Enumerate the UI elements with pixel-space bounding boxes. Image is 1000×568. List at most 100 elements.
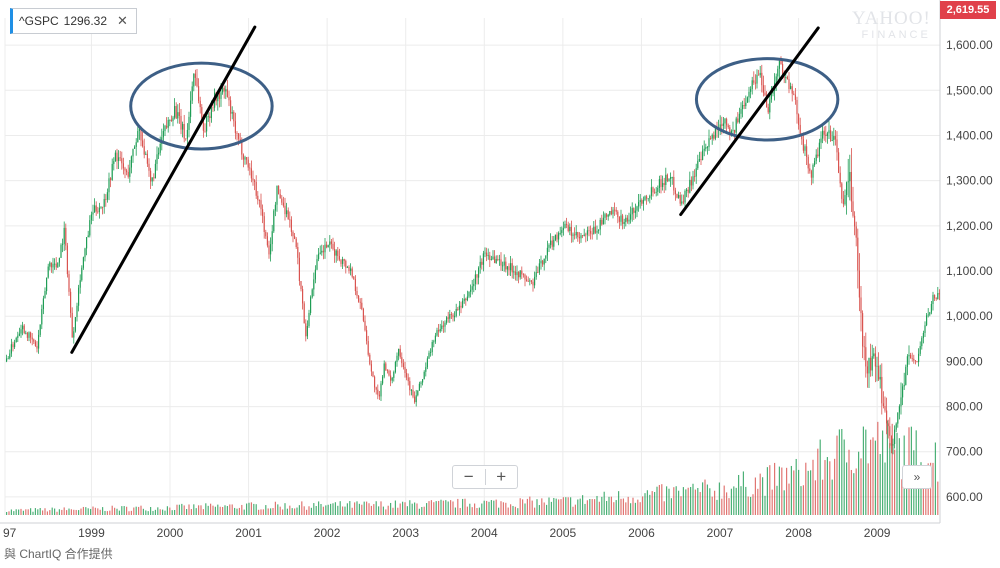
candle-body	[92, 212, 94, 215]
volume-bar	[586, 500, 588, 515]
candle-body	[663, 183, 665, 185]
candle-body	[734, 129, 736, 133]
candle-body	[410, 389, 412, 391]
candle-body	[370, 364, 372, 372]
candle-body	[316, 259, 318, 270]
volume-bar	[111, 505, 113, 515]
annotation-ellipse	[694, 57, 840, 142]
volume-bar	[898, 438, 900, 515]
candle-body	[910, 354, 912, 359]
candle-body	[402, 363, 404, 367]
candle-body	[226, 89, 228, 97]
candle-body	[777, 68, 779, 77]
candle-body	[511, 263, 513, 273]
volume-bar	[183, 505, 185, 515]
zoom-in-button[interactable]: +	[496, 467, 507, 486]
scroll-right-button[interactable]: »	[902, 465, 932, 489]
candle-body	[378, 394, 380, 397]
candle-body	[182, 124, 184, 130]
candle-body	[543, 258, 545, 265]
candle-body	[439, 329, 441, 332]
candle-body	[305, 323, 307, 337]
candle-body	[588, 230, 590, 232]
candle-body	[287, 210, 289, 220]
candle-body	[510, 263, 512, 271]
volume-bar	[706, 484, 708, 515]
volume-bar	[70, 509, 72, 515]
candle-body	[354, 279, 356, 291]
candle-body	[594, 226, 596, 233]
candle-body	[740, 109, 742, 114]
volume-bar	[224, 505, 226, 515]
candle-body	[826, 133, 828, 136]
candle-body	[118, 157, 120, 161]
candle-body	[905, 366, 907, 385]
volume-bar	[589, 498, 591, 515]
candle-body	[18, 333, 20, 336]
candle-body	[721, 124, 723, 126]
candle-body	[102, 206, 104, 208]
candle-body	[183, 124, 185, 139]
candle-body	[620, 215, 622, 222]
candle-body	[399, 348, 401, 358]
candle-body	[527, 280, 529, 282]
candle-body	[823, 130, 825, 135]
volume-bar	[114, 507, 116, 515]
ticker-chip[interactable]: ^GSPC 1296.32 ✕	[10, 8, 137, 34]
candle-body	[159, 143, 161, 153]
volume-bar	[925, 478, 927, 515]
volume-bar	[596, 495, 598, 515]
volume-bar	[615, 500, 617, 515]
volume-bar	[762, 477, 764, 515]
volume-bar	[673, 487, 675, 515]
volume-bar	[351, 507, 353, 515]
candle-body	[614, 209, 616, 211]
candle-body	[58, 257, 60, 263]
candle-body	[462, 300, 464, 308]
x-tick-label: 2003	[392, 526, 419, 540]
candle-body	[364, 320, 366, 331]
volume-bar	[450, 500, 452, 515]
volume-bar	[409, 500, 411, 515]
volume-bar	[121, 506, 123, 515]
candle-body	[217, 92, 219, 102]
candle-body	[292, 231, 294, 237]
volume-bar	[236, 508, 238, 515]
zoom-out-button[interactable]: −	[463, 467, 474, 486]
close-icon[interactable]: ✕	[117, 13, 128, 28]
candle-body	[26, 332, 28, 338]
candle-body	[170, 119, 172, 121]
candle-body	[534, 276, 536, 286]
volume-bar	[822, 479, 824, 515]
candle-body	[871, 356, 873, 371]
volume-bar	[80, 508, 82, 515]
candle-body	[785, 77, 787, 78]
volume-bar	[723, 485, 725, 515]
candle-body	[342, 259, 344, 264]
candle-body	[154, 163, 156, 179]
volume-bar	[10, 509, 12, 515]
candle-body	[36, 345, 38, 349]
candle-body	[833, 136, 835, 140]
candle-body	[178, 112, 180, 116]
volume-bar	[546, 504, 548, 515]
candle-body	[722, 123, 724, 126]
volume-bar	[104, 510, 106, 515]
candle-body	[810, 171, 812, 178]
volume-bar	[841, 428, 843, 515]
volume-bar	[632, 497, 634, 515]
candle-body	[788, 79, 790, 90]
candle-body	[937, 293, 939, 300]
volume-bar	[651, 491, 653, 515]
volume-bar	[610, 496, 612, 515]
candle-body	[772, 91, 774, 94]
candle-body	[263, 216, 265, 232]
candle-body	[231, 112, 233, 114]
candle-body	[625, 217, 627, 223]
candle-body	[486, 252, 488, 257]
y-tick-label: 1,400.00	[946, 128, 993, 142]
candle-body	[585, 234, 587, 236]
candle-body	[882, 403, 884, 407]
volume-bar	[730, 488, 732, 515]
